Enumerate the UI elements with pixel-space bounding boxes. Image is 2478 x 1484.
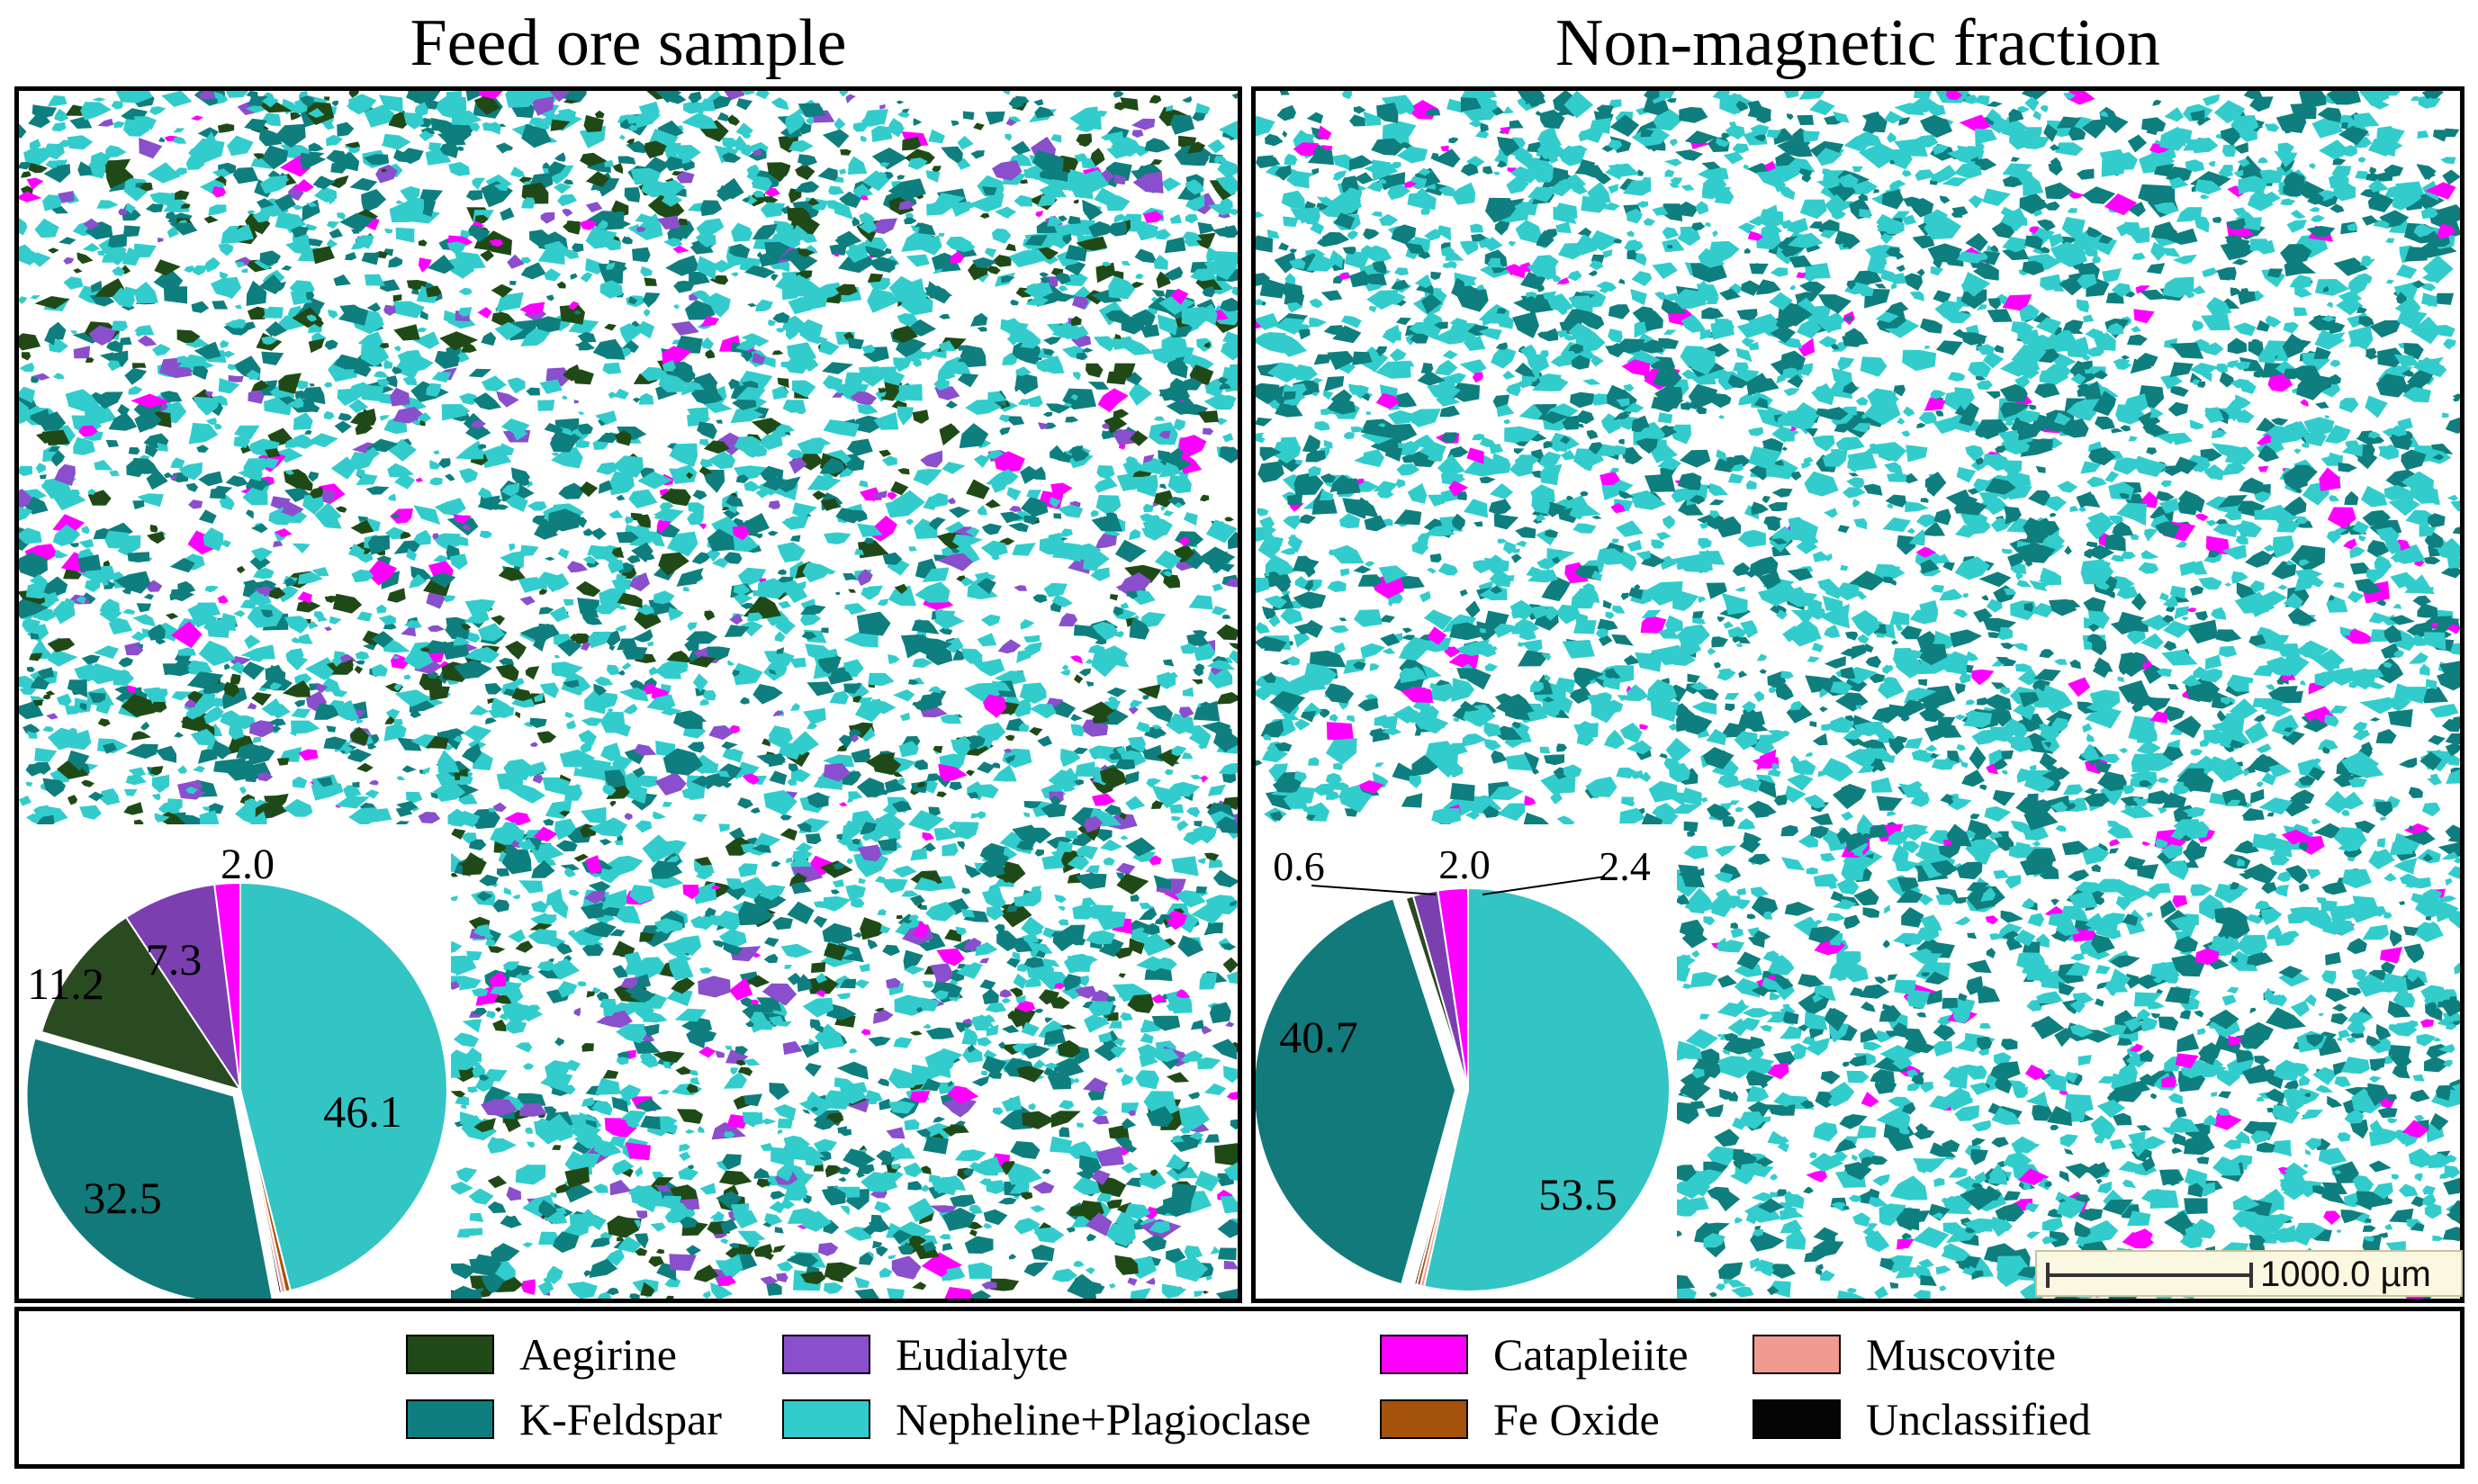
- legend-swatch: [782, 1335, 870, 1374]
- legend-label: Muscovite: [1866, 1329, 2057, 1380]
- legend-item-eudialyte: Eudialyte: [782, 1327, 1068, 1381]
- pie-label-catapleiite: 2.4: [1599, 843, 1651, 889]
- pie-slice-unclassified: [239, 1089, 284, 1295]
- feed-ore-mineral-map: 46.1 32.5 11.2 7.3 2.0: [14, 86, 1242, 1303]
- legend-swatch: [406, 1399, 494, 1439]
- legend-label: K-Feldspar: [519, 1394, 722, 1444]
- non-magnetic-pie-inset: 53.5 40.7 0.6 2.0 2.4: [1256, 824, 1677, 1299]
- non-magnetic-mineral-map: 53.5 40.7 0.6 2.0 2.4: [1251, 86, 2464, 1303]
- legend-label: Catapleiite: [1493, 1329, 1689, 1380]
- legend-item-muscovite: Muscovite: [1753, 1327, 2056, 1381]
- legend-swatch: [1753, 1399, 1841, 1439]
- pie-label-catapleiite: 2.0: [221, 841, 275, 888]
- feed-ore-title: Feed ore sample: [410, 6, 847, 80]
- pie-slice-unclassified: [1412, 1089, 1469, 1286]
- grain-group: [1256, 91, 2460, 1299]
- feed-ore-pie-inset: 46.1 32.5 11.2 7.3 2.0: [19, 824, 451, 1299]
- legend-label: Nepheline+Plagioclase: [896, 1394, 1311, 1444]
- pie-slice-catapleiite: [1437, 886, 1469, 1091]
- pie-label-eudialyte: 2.0: [1438, 841, 1491, 887]
- grain-group: [19, 91, 1238, 1299]
- scale-bar-right-tick: [2249, 1263, 2253, 1288]
- legend-item-fe-oxide: Fe Oxide: [1380, 1392, 1660, 1446]
- legend-swatch: [1380, 1399, 1468, 1439]
- legend: Aegirine Eudialyte Catapleiite Muscovite…: [14, 1307, 2464, 1469]
- pie-slice-catapleiite: [213, 881, 241, 1091]
- scale-bar: 1000.0 µm: [2035, 1250, 2463, 1297]
- legend-label: Unclassified: [1866, 1394, 2091, 1444]
- legend-label: Eudialyte: [896, 1329, 1068, 1380]
- legend-item-catapleiite: Catapleiite: [1380, 1327, 1689, 1381]
- feed-ore-pie-chart: 46.1 32.5 11.2 7.3 2.0: [25, 841, 448, 1299]
- pie-label-eudialyte: 7.3: [146, 934, 203, 985]
- leader-line: [1482, 876, 1606, 895]
- scale-bar-label: 1000.0 µm: [2260, 1255, 2431, 1294]
- non-magnetic-pie-chart: 53.5 40.7 0.6 2.0 2.4: [1256, 841, 1671, 1292]
- legend-label: Fe Oxide: [1493, 1394, 1660, 1444]
- scale-bar-line: [2046, 1273, 2253, 1277]
- legend-item-k-feldspar: K-Feldspar: [406, 1392, 722, 1446]
- leader-line: [1311, 885, 1437, 895]
- legend-label: Aegirine: [519, 1329, 677, 1380]
- feed-ore-grain-texture: [19, 91, 1238, 1299]
- legend-item-nepheline-plagioclase: Nepheline+Plagioclase: [782, 1392, 1311, 1446]
- legend-swatch: [1380, 1335, 1468, 1374]
- pie-slice-k-feldspar: [1256, 897, 1457, 1286]
- pie-slice-nepheline-plagioclase: [239, 881, 448, 1292]
- legend-item-unclassified: Unclassified: [1753, 1392, 2091, 1446]
- pie-label-k-feldspar: 40.7: [1279, 1012, 1358, 1062]
- legend-swatch: [1753, 1335, 1841, 1374]
- pie-label-nepheline-plagioclase: 53.5: [1538, 1169, 1617, 1219]
- pie-label-aegirine: 11.2: [27, 958, 104, 1009]
- pie-label-aegirine: 0.6: [1273, 843, 1325, 889]
- legend-swatch: [406, 1335, 494, 1374]
- pie-slice-nepheline-plagioclase: [1422, 886, 1671, 1292]
- pie-slice-k-feldspar: [25, 1037, 274, 1299]
- pie-label-nepheline-plagioclase: 46.1: [323, 1086, 402, 1137]
- legend-swatch: [782, 1399, 870, 1439]
- pie-slice-aegirine: [40, 915, 243, 1092]
- non-magnetic-grain-texture: [1256, 91, 2460, 1299]
- non-magnetic-title: Non-magnetic fraction: [1555, 6, 2160, 80]
- pie-slice-eudialyte: [124, 883, 241, 1091]
- pie-label-k-feldspar: 32.5: [83, 1173, 162, 1223]
- legend-item-aegirine: Aegirine: [406, 1327, 677, 1381]
